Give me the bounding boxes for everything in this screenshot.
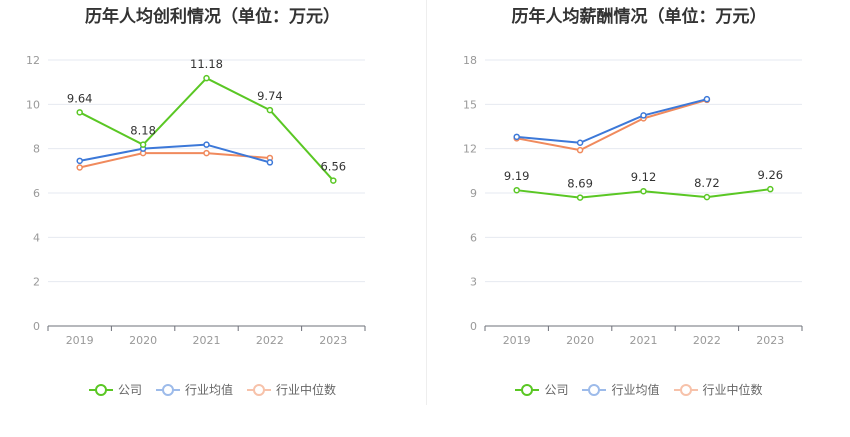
- legend-label: 行业均值: [611, 381, 659, 398]
- y-tick-label: 12: [463, 143, 477, 156]
- data-point-industry-median: [578, 148, 583, 153]
- legend-label: 行业中位数: [276, 381, 336, 398]
- y-tick-label: 6: [470, 231, 477, 244]
- data-label: 9.64: [67, 91, 93, 105]
- legend-item-industry-avg[interactable]: 行业均值: [156, 381, 233, 398]
- data-point-company: [514, 188, 519, 193]
- y-tick-label: 8: [33, 143, 40, 156]
- data-point-company: [267, 108, 272, 113]
- legend-marker-icon: [582, 384, 606, 396]
- data-label: 9.12: [631, 170, 657, 184]
- data-label: 9.26: [757, 168, 783, 182]
- y-tick-label: 2: [33, 276, 40, 289]
- x-tick-label: 2023: [319, 334, 347, 347]
- x-tick-label: 2019: [503, 334, 531, 347]
- y-tick-label: 10: [26, 98, 40, 111]
- data-point-company: [204, 76, 209, 81]
- y-tick-label: 0: [33, 320, 40, 333]
- data-point-company: [77, 110, 82, 115]
- y-tick-label: 15: [463, 98, 477, 111]
- chart-panel-profit: 历年人均创利情况（单位：万元） 0 2 4 6 8 10 12 2019 2020 2021 202…: [0, 0, 425, 437]
- line-chart-salary: 0 3 6 9 12 15 18 2019 2020 2021 2022 2023 9.19 8.69 9.…: [428, 0, 850, 370]
- x-tick-label: 2019: [66, 334, 94, 347]
- y-tick-label: 18: [463, 54, 477, 67]
- data-point-company: [641, 189, 646, 194]
- data-point-company: [331, 178, 336, 183]
- data-label: 9.19: [504, 169, 530, 183]
- legend-label: 公司: [544, 381, 568, 398]
- legend-marker-icon: [674, 384, 698, 396]
- y-tick-label: 0: [470, 320, 477, 333]
- data-point-company: [704, 195, 709, 200]
- data-label: 11.18: [190, 57, 223, 71]
- legend-item-industry-avg[interactable]: 行业均值: [582, 381, 659, 398]
- data-label: 8.18: [130, 124, 156, 138]
- legend-marker-icon: [515, 384, 539, 396]
- legend-item-company[interactable]: 公司: [515, 381, 568, 398]
- chart-legend: 公司 行业均值 行业中位数: [428, 381, 850, 398]
- data-point-company: [578, 195, 583, 200]
- panel-divider: [426, 0, 427, 405]
- series-line-industry-avg: [517, 99, 707, 143]
- data-label: 9.74: [257, 89, 283, 103]
- data-point-industry-avg: [704, 97, 709, 102]
- data-point-industry-median: [204, 151, 209, 156]
- legend-marker-icon: [156, 384, 180, 396]
- data-point-industry-avg: [578, 140, 583, 145]
- legend-label: 行业均值: [185, 381, 233, 398]
- data-point-company: [768, 187, 773, 192]
- data-point-industry-avg: [77, 158, 82, 163]
- data-point-company: [141, 142, 146, 147]
- line-chart-profit: 0 2 4 6 8 10 12 2019 2020 2021 2022 2023 9.64 8.18 11.…: [0, 0, 425, 370]
- data-label: 6.56: [320, 160, 346, 174]
- data-point-industry-avg: [514, 134, 519, 139]
- legend-marker-icon: [247, 384, 271, 396]
- x-tick-label: 2022: [256, 334, 284, 347]
- legend-label: 公司: [118, 381, 142, 398]
- chart-legend: 公司 行业均值 行业中位数: [0, 381, 425, 398]
- y-tick-label: 4: [33, 231, 40, 244]
- legend-item-company[interactable]: 公司: [89, 381, 142, 398]
- legend-item-industry-median[interactable]: 行业中位数: [247, 381, 336, 398]
- chart-panel-salary: 历年人均薪酬情况（单位：万元） 0 3 6 9 12 15 18 2019 2020 2021 20…: [428, 0, 850, 437]
- y-tick-label: 3: [470, 276, 477, 289]
- y-tick-label: 12: [26, 54, 40, 67]
- x-tick-label: 2020: [566, 334, 594, 347]
- x-tick-label: 2021: [630, 334, 658, 347]
- legend-label: 行业中位数: [703, 381, 763, 398]
- y-tick-label: 9: [470, 187, 477, 200]
- x-tick-label: 2021: [193, 334, 221, 347]
- data-label: 8.72: [694, 176, 720, 190]
- legend-item-industry-median[interactable]: 行业中位数: [674, 381, 763, 398]
- x-tick-label: 2022: [693, 334, 721, 347]
- data-point-industry-median: [77, 165, 82, 170]
- data-point-industry-avg: [641, 113, 646, 118]
- data-label: 8.69: [567, 177, 593, 191]
- data-point-industry-avg: [204, 142, 209, 147]
- data-point-industry-avg: [267, 160, 272, 165]
- legend-marker-icon: [89, 384, 113, 396]
- x-tick-label: 2023: [756, 334, 784, 347]
- y-tick-label: 6: [33, 187, 40, 200]
- series-line-company: [80, 78, 334, 180]
- x-tick-label: 2020: [129, 334, 157, 347]
